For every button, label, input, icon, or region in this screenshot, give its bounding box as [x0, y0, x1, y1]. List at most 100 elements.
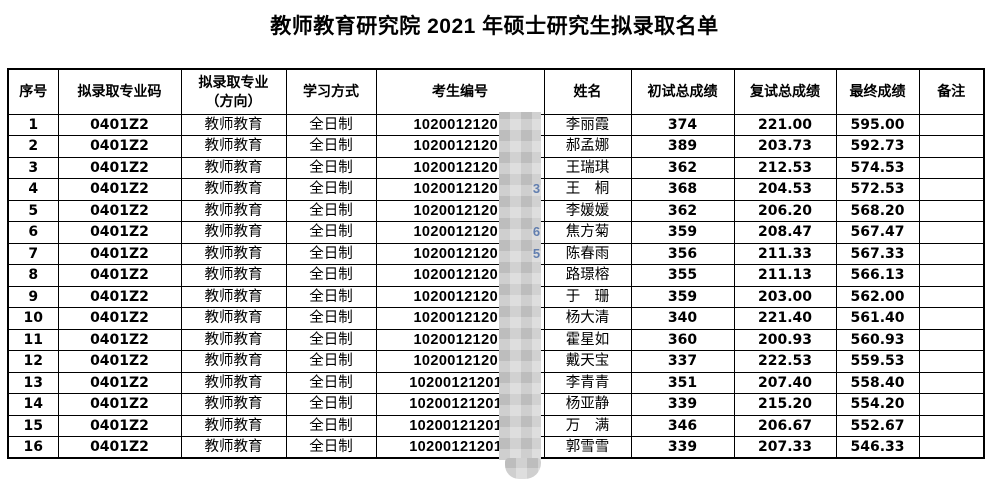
cell-major: 教师教育: [180, 178, 287, 201]
candidate-number-prefix: 102001212019: [409, 374, 511, 391]
candidate-number-prefix: 102001212019: [409, 396, 511, 412]
cell-no: 4: [7, 178, 59, 201]
cell-retest-score: 204.53: [733, 178, 837, 201]
table-row: 16 0401Z2 教师教育 全日制 102001212019 郭雪雪 339 207.33 5…: [7, 436, 985, 459]
cell-major: 教师教育: [180, 371, 287, 394]
cell-study-mode: 全日制: [285, 178, 377, 201]
candidate-number-prefix: 10200121201: [413, 245, 507, 262]
cell-retest-score: 222.53: [733, 350, 837, 373]
cell-initial-score: 374: [630, 113, 735, 136]
candidate-number-prefix: 10200121201: [413, 116, 507, 133]
table-row: 1 0401Z2 教师教育 全日制 10200121201 李丽霞 374 221.00 595…: [7, 113, 985, 136]
cell-major-code: 0401Z2: [57, 264, 182, 287]
cell-no: 6: [7, 221, 59, 244]
cell-final-score: 568.20: [835, 199, 920, 222]
candidate-number-prefix: 10200121201: [413, 310, 507, 326]
header-cell-candidate-number: 考生编号: [375, 68, 545, 115]
cell-study-mode: 全日制: [285, 221, 377, 244]
cell-name: 王瑞琪: [543, 156, 632, 179]
cell-final-score: 546.33: [835, 436, 920, 459]
cell-no: 9: [7, 285, 59, 308]
candidate-number-prefix: 10200121201: [413, 353, 507, 369]
cell-major-code: 0401Z2: [57, 285, 182, 308]
cell-retest-score: 215.20: [733, 393, 837, 416]
cell-name: 李媛媛: [543, 199, 632, 222]
cell-retest-score: 212.53: [733, 156, 837, 179]
cell-initial-score: 351: [630, 371, 735, 394]
header-cell-final-score: 最终成绩: [835, 68, 920, 115]
candidate-number-prefix: 102001212019: [409, 417, 511, 434]
cell-initial-score: 362: [630, 156, 735, 179]
table-row: 12 0401Z2 教师教育 全日制 10200121201 戴天宝 337 222.53 55…: [7, 350, 985, 373]
header-cell-no: 序号: [7, 68, 59, 115]
candidate-number-prefix: 10200121201: [413, 181, 507, 197]
cell-name: 杨大清: [543, 307, 632, 330]
cell-study-mode: 全日制: [285, 264, 377, 287]
redaction-mosaic: [499, 112, 541, 460]
table-row: 3 0401Z2 教师教育 全日制 10200121201 王瑞琪 362 212.53 574…: [7, 156, 985, 179]
cell-name: 路璟榕: [543, 264, 632, 287]
cell-retest-score: 206.20: [733, 199, 837, 222]
candidate-number-prefix: 10200121201: [413, 202, 507, 219]
cell-retest-score: 203.73: [733, 135, 837, 158]
cell-major-code: 0401Z2: [57, 135, 182, 158]
cell-final-score: 554.20: [835, 393, 920, 416]
cell-major: 教师教育: [180, 156, 287, 179]
cell-final-score: 559.53: [835, 350, 920, 373]
cell-name: 郝孟娜: [543, 135, 632, 158]
cell-study-mode: 全日制: [285, 156, 377, 179]
cell-major: 教师教育: [180, 264, 287, 287]
cell-no: 5: [7, 199, 59, 222]
cell-initial-score: 359: [630, 285, 735, 308]
redaction-mosaic-tail: [505, 458, 541, 479]
cell-no: 10: [7, 307, 59, 330]
header-cell-retest-score: 复试总成绩: [733, 68, 837, 115]
cell-initial-score: 346: [630, 414, 735, 437]
cell-study-mode: 全日制: [285, 285, 377, 308]
cell-major: 教师教育: [180, 307, 287, 330]
table-row: 14 0401Z2 教师教育 全日制 102001212019 杨亚静 339 215.20 5…: [7, 393, 985, 416]
cell-remark: [918, 221, 985, 244]
cell-final-score: 558.40: [835, 371, 920, 394]
cell-major-code: 0401Z2: [57, 328, 182, 351]
table-row: 7 0401Z2 教师教育 全日制 10200121201 5 陈春雨 356 211.33 56…: [7, 242, 985, 265]
cell-study-mode: 全日制: [285, 393, 377, 416]
cell-major: 教师教育: [180, 221, 287, 244]
cell-remark: [918, 113, 985, 136]
cell-major-code: 0401Z2: [57, 199, 182, 222]
cell-major: 教师教育: [180, 285, 287, 308]
header-cell-major-code: 拟录取专业码: [57, 68, 182, 115]
candidate-number-prefix: 10200121201: [413, 159, 507, 176]
candidate-number-prefix: 10200121201: [413, 331, 507, 348]
cell-name: 李青青: [543, 371, 632, 394]
cell-major-code: 0401Z2: [57, 113, 182, 136]
cell-initial-score: 359: [630, 221, 735, 244]
cell-retest-score: 221.40: [733, 307, 837, 330]
cell-final-score: 561.40: [835, 307, 920, 330]
cell-name: 陈春雨: [543, 242, 632, 265]
cell-remark: [918, 393, 985, 416]
cell-initial-score: 356: [630, 242, 735, 265]
cell-name: 李丽霞: [543, 113, 632, 136]
cell-study-mode: 全日制: [285, 242, 377, 265]
cell-study-mode: 全日制: [285, 350, 377, 373]
cell-remark: [918, 328, 985, 351]
cell-remark: [918, 242, 985, 265]
candidate-number-fragment: 6: [532, 224, 541, 239]
cell-retest-score: 203.00: [733, 285, 837, 308]
cell-major: 教师教育: [180, 414, 287, 437]
cell-no: 16: [7, 436, 59, 459]
header-cell-initial-score: 初试总成绩: [630, 68, 735, 115]
cell-retest-score: 208.47: [733, 221, 837, 244]
cell-major: 教师教育: [180, 135, 287, 158]
cell-no: 13: [7, 371, 59, 394]
header-cell-study-mode: 学习方式: [285, 68, 377, 115]
cell-name: 郭雪雪: [543, 436, 632, 459]
cell-no: 15: [7, 414, 59, 437]
candidate-number-prefix: 10200121201: [413, 224, 507, 240]
cell-retest-score: 211.33: [733, 242, 837, 265]
cell-remark: [918, 307, 985, 330]
candidate-number-fragment: 3: [532, 181, 541, 196]
cell-final-score: 567.47: [835, 221, 920, 244]
